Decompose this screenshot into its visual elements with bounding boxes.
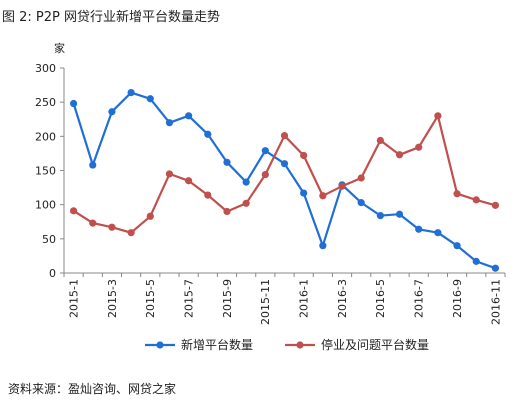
y-tick-label: 250	[35, 96, 56, 109]
data-point	[395, 151, 404, 159]
legend-swatch-marker	[156, 341, 164, 349]
data-point	[453, 242, 461, 250]
data-point	[395, 210, 404, 218]
x-tick-label: 2015-5	[144, 279, 157, 318]
data-point	[204, 130, 212, 138]
data-point	[204, 191, 212, 199]
data-point	[280, 132, 289, 140]
data-point	[89, 161, 97, 169]
data-point	[127, 229, 135, 237]
data-point	[108, 223, 116, 231]
data-point	[434, 112, 442, 120]
data-point	[185, 177, 193, 185]
data-point	[434, 229, 442, 237]
data-point	[357, 174, 365, 182]
legend-label: 新增平台数量	[181, 337, 253, 352]
data-point	[300, 189, 308, 197]
x-tick-label: 2015-11	[259, 279, 272, 325]
y-tick-label: 50	[42, 233, 56, 246]
legend-item: 停业及问题平台数量	[285, 337, 429, 352]
y-axis: 0 50 100 150 200 250 300	[35, 62, 65, 280]
legend: 新增平台数量 停业及问题平台数量	[145, 337, 429, 352]
data-point	[319, 192, 327, 200]
x-tick-label: 2016-11	[489, 279, 502, 325]
x-tick-label: 2016-7	[413, 279, 426, 318]
data-point	[185, 112, 193, 120]
data-point	[491, 264, 500, 272]
x-tick-label: 2016-1	[298, 279, 311, 318]
y-tick-label: 200	[35, 130, 56, 143]
x-tick-label: 2016-3	[336, 279, 349, 318]
legend-item: 新增平台数量	[145, 337, 253, 352]
data-point	[376, 212, 384, 220]
data-point	[280, 160, 289, 168]
series-2	[69, 112, 500, 237]
data-point	[108, 108, 116, 116]
figure-title: 图 2: P2P 网贷行业新增平台数量走势	[2, 10, 220, 25]
data-point	[376, 136, 384, 145]
data-point	[165, 119, 174, 127]
data-point	[261, 171, 269, 179]
x-tick-label: 2015-7	[182, 279, 195, 318]
data-point	[127, 89, 135, 97]
data-point	[472, 196, 480, 204]
source-note: 资料来源：盈灿咨询、网贷之家	[8, 382, 177, 396]
data-point	[146, 212, 154, 220]
data-point	[453, 190, 461, 198]
data-point	[300, 151, 308, 160]
data-point	[242, 178, 250, 186]
legend-swatch-marker	[296, 341, 304, 349]
x-axis: 2015-1 2015-3 2015-5 2015-7 2015-9 2015-11 201…	[63, 272, 506, 325]
data-point	[89, 219, 97, 227]
data-point	[223, 158, 231, 166]
data-point	[357, 199, 365, 207]
data-point	[338, 182, 346, 190]
data-point	[69, 207, 78, 215]
x-tick-label: 2015-1	[67, 279, 80, 318]
series-layer	[69, 89, 500, 272]
data-point	[261, 147, 269, 155]
x-tick-label: 2015-9	[221, 279, 234, 318]
series-line	[72, 91, 496, 270]
y-axis-unit-label: 家	[54, 41, 65, 55]
data-point	[415, 225, 423, 233]
data-point	[242, 199, 250, 207]
y-tick-label: 100	[35, 199, 56, 212]
data-point	[223, 207, 231, 216]
y-tick-label: 150	[35, 165, 56, 178]
y-tick-label: 300	[35, 62, 56, 75]
data-point	[472, 257, 480, 265]
data-point	[165, 170, 174, 178]
data-point	[69, 99, 78, 108]
data-point	[146, 95, 154, 103]
data-point	[415, 143, 423, 151]
data-point	[491, 201, 500, 209]
data-point	[319, 242, 327, 250]
x-tick-label: 2016-5	[374, 279, 387, 318]
legend-label: 停业及问题平台数量	[321, 337, 429, 352]
x-tick-label: 2016-9	[451, 279, 464, 318]
x-tick-label: 2015-3	[106, 279, 119, 318]
y-tick-label: 0	[49, 267, 56, 280]
